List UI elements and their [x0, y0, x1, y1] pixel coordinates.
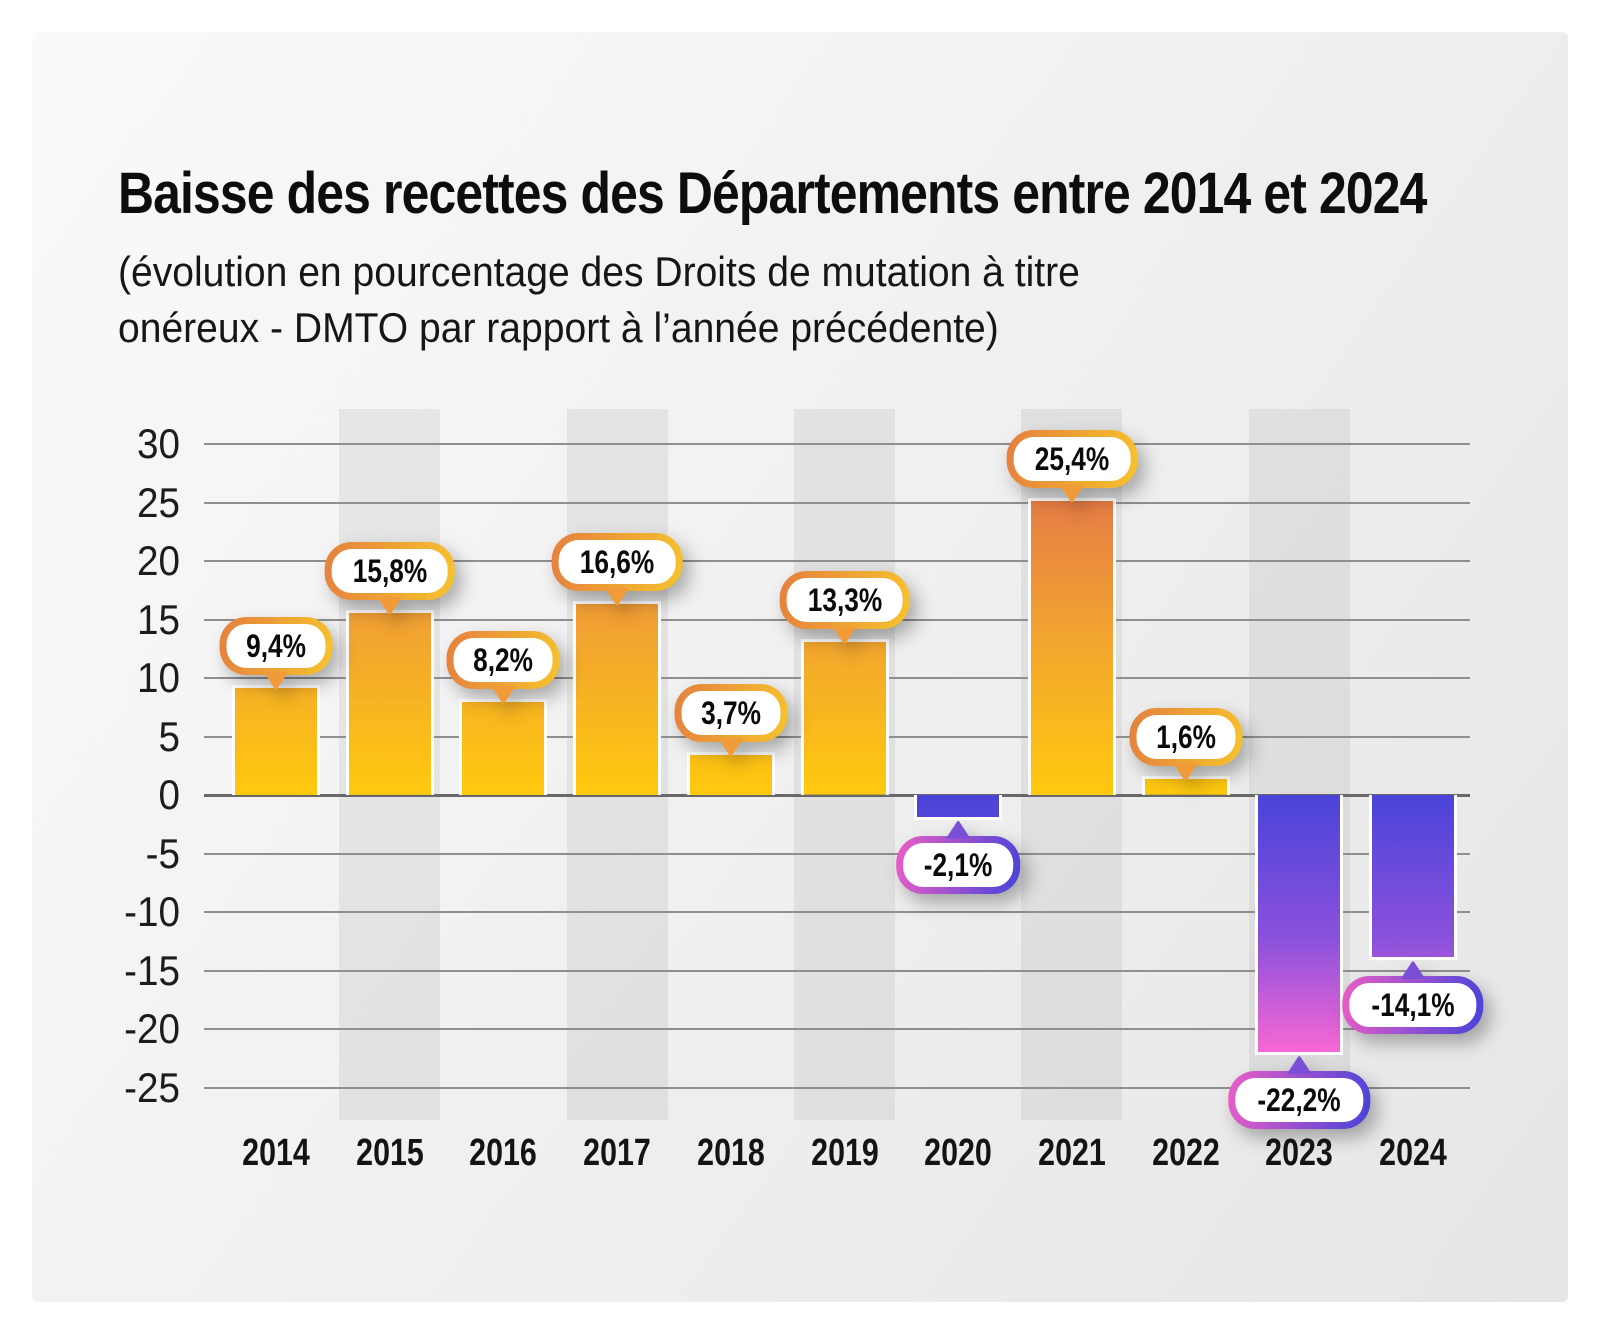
gridline-20: [204, 560, 1470, 562]
x-label-2015: 2015: [355, 1132, 424, 1174]
value-bubble-2017: 16,6%: [551, 532, 683, 606]
bubble-body: 3,7%: [681, 690, 781, 735]
bubble-body: 15,8%: [331, 549, 449, 594]
value-bubble-2019: 13,3%: [779, 571, 910, 645]
bar-2021: [1027, 497, 1116, 795]
value-bubble-2016: 8,2%: [446, 631, 560, 705]
bar-2016: [459, 699, 548, 795]
y-tick-label-10: 10: [137, 654, 180, 701]
bubble-body: 1,6%: [1136, 715, 1236, 760]
bubble-value-label: -22,2%: [1257, 1081, 1341, 1118]
bubble-border: 9,4%: [219, 617, 333, 676]
bar-2024: [1369, 795, 1457, 960]
bubble-border: 25,4%: [1006, 429, 1138, 488]
y-tick-label--10: -10: [124, 888, 180, 935]
value-bubble-2022: 1,6%: [1129, 708, 1243, 782]
bubble-body: -22,2%: [1235, 1077, 1363, 1122]
gridline--10: [204, 911, 1470, 913]
bubble-border: 8,2%: [446, 631, 560, 690]
bubble-border: -2,1%: [896, 835, 1020, 894]
bubble-body: -14,1%: [1349, 982, 1477, 1027]
chart-card: Baisse des recettes des Départements ent…: [32, 32, 1568, 1302]
bar-2019: [800, 639, 889, 795]
bubble-border: 1,6%: [1129, 708, 1243, 767]
value-bubble-2020: -2,1%: [896, 820, 1020, 894]
x-label-2018: 2018: [696, 1132, 765, 1174]
bar-2014: [232, 685, 320, 795]
x-label-2017: 2017: [583, 1132, 651, 1174]
y-tick-label--5: -5: [145, 829, 180, 877]
value-bubble-2023: -22,2%: [1228, 1055, 1370, 1129]
x-label-2014: 2014: [242, 1132, 310, 1174]
bubble-border: 3,7%: [674, 683, 788, 742]
bubble-value-label: 13,3%: [807, 582, 882, 619]
bubble-tail: [945, 820, 971, 839]
x-label-2022: 2022: [1151, 1132, 1220, 1174]
x-label-2016: 2016: [469, 1132, 538, 1174]
bar-2023: [1255, 795, 1344, 1055]
value-bubble-2018: 3,7%: [674, 683, 788, 757]
value-bubble-2014: 9,4%: [219, 617, 333, 691]
y-tick-label-25: 25: [137, 478, 180, 526]
dmto-bar-chart: 30 25 20 15 10 5 0 -5 -10 -15 -20 -25 9,4% 15,8% 8,2% 1…: [32, 32, 1568, 1302]
x-label-2023: 2023: [1265, 1132, 1334, 1174]
gridline-0: [204, 793, 1470, 797]
bubble-value-label: 8,2%: [473, 642, 534, 679]
chart-subtitle: (évolution en pourcentage des Droits de …: [118, 248, 1080, 351]
y-tick-label--25: -25: [124, 1063, 180, 1111]
gridline-30: [204, 443, 1470, 445]
x-label-2020: 2020: [924, 1132, 992, 1174]
gridline--15: [204, 969, 1470, 972]
gridline--25: [204, 1086, 1470, 1089]
bar-2015: [345, 610, 434, 795]
x-label-2024: 2024: [1379, 1132, 1447, 1174]
bubble-body: 8,2%: [453, 638, 553, 683]
bubble-value-label: 1,6%: [1155, 719, 1216, 756]
bubble-border: -22,2%: [1228, 1070, 1370, 1129]
bubble-value-label: 9,4%: [246, 628, 306, 665]
bubble-border: 13,3%: [779, 571, 910, 630]
chart-title: Baisse des recettes des Départements ent…: [118, 161, 1427, 226]
bubble-value-label: 3,7%: [700, 694, 761, 731]
y-tick-label-30: 30: [137, 420, 180, 467]
y-tick-label-0: 0: [158, 771, 180, 818]
bubble-value-label: 15,8%: [352, 553, 427, 590]
bubble-body: 9,4%: [226, 624, 326, 669]
bubble-value-label: -2,1%: [923, 846, 993, 883]
y-tick-label-15: 15: [137, 595, 180, 643]
bubble-value-label: 25,4%: [1034, 440, 1110, 477]
bubble-value-label: 16,6%: [579, 543, 655, 580]
value-bubble-2015: 15,8%: [324, 542, 456, 616]
bar-2020: [914, 795, 1003, 820]
bubble-body: 16,6%: [558, 539, 676, 584]
gridline--5: [204, 852, 1470, 855]
gridline-25: [204, 501, 1470, 504]
bubble-border: 15,8%: [324, 542, 456, 601]
value-bubble-2024: -14,1%: [1342, 960, 1484, 1034]
x-label-2021: 2021: [1038, 1132, 1106, 1174]
bubble-body: 25,4%: [1013, 436, 1131, 481]
bar-2018: [686, 751, 775, 795]
value-bubble-2021: 25,4%: [1006, 429, 1138, 503]
bubble-value-label: -14,1%: [1371, 986, 1455, 1023]
bar-2017: [573, 600, 662, 795]
x-label-2019: 2019: [810, 1132, 879, 1174]
bubble-border: 16,6%: [551, 532, 683, 591]
y-tick-label--15: -15: [124, 946, 180, 994]
y-tick-label-20: 20: [137, 537, 180, 584]
bubble-body: -2,1%: [903, 842, 1013, 887]
bubble-body: 13,3%: [786, 578, 903, 623]
y-tick-label--20: -20: [124, 1005, 180, 1052]
gridline--20: [204, 1028, 1470, 1030]
bubble-border: -14,1%: [1342, 975, 1484, 1034]
y-tick-label-5: 5: [158, 712, 180, 760]
